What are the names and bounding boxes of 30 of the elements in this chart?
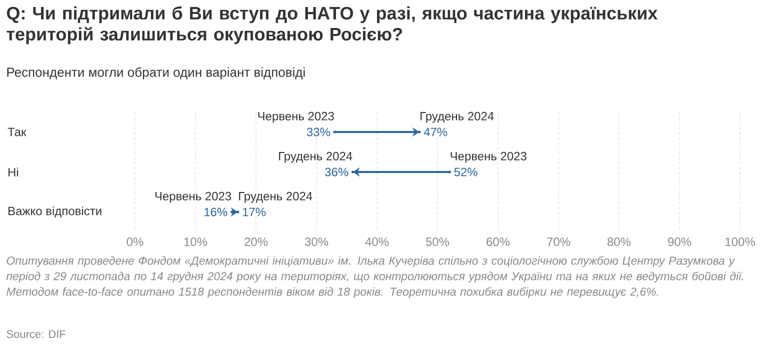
data-label: 16%: [204, 208, 228, 216]
data-label: 33%: [306, 128, 330, 136]
text: Грудень 2024: [239, 192, 312, 203]
x-tick-label: 90%: [668, 238, 692, 246]
data-label: 52%: [454, 168, 478, 176]
x-tick-label: 50%: [426, 238, 450, 246]
y-tick-label: Важко відповісти: [8, 206, 102, 218]
text: Грудень 2024: [420, 112, 494, 123]
y-tick-label: Так: [8, 128, 26, 136]
series-label: Грудень 2024: [279, 152, 352, 163]
x-tick-label: 40%: [365, 238, 389, 246]
x-tick-label: 10%: [184, 238, 208, 246]
data-label: 17%: [242, 208, 266, 216]
x-tick-label: 80%: [608, 238, 631, 246]
chart-subtitle: Респонденти могли обрати один варіант відповіді: [7, 67, 305, 80]
source-note: Source: DIF: [6, 330, 66, 338]
x-tick-label: 70%: [547, 238, 570, 246]
x-tick-label: 0%: [126, 238, 144, 246]
data-label: 47%: [424, 128, 448, 136]
chart-title: Q: Чи підтримали б Ви вступ до НАТО у разі, якщо частина українських територій залишиться окупованою Росією?: [6, 6, 658, 44]
x-tick-label: 30%: [304, 238, 328, 246]
x-tick-label: 60%: [486, 238, 510, 246]
text: Опитування проведене Фондом «Демократичні ініціативи» ім. Ілька Кучеріва спільно з соціологічною службою Центру Разумкова у період з 29 листопада по 14 грудня 2024 року на територіях, що контролюються урядом України та на яких не ведуться бойові дії. Методом face-to-face опитано 1518 респондентів віком від 18 років. Теоретична похибка вибірки не перевищує 2,6%.: [6, 256, 743, 298]
text: Червень 2023: [155, 192, 232, 203]
y-tick-label: Ні: [8, 168, 18, 176]
series-label: Червень 2023: [258, 112, 334, 123]
x-tick-label: 100%: [726, 238, 755, 246]
data-label: 36%: [325, 168, 348, 176]
x-tick-label: 20%: [244, 238, 268, 246]
text: Червень 2023: [450, 152, 526, 163]
